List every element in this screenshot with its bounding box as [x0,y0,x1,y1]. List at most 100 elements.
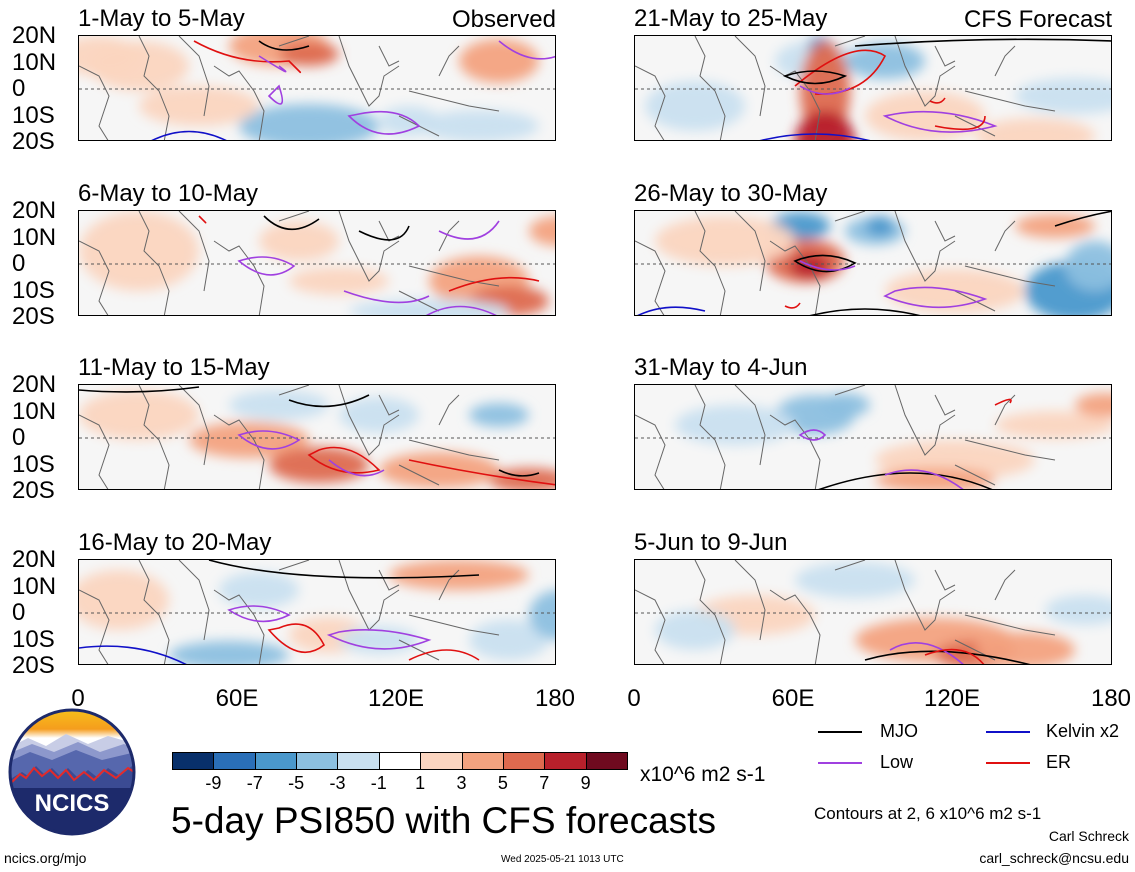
anomaly-region [339,397,419,433]
colorbar-label: 7 [539,773,550,793]
contour-line [237,256,296,276]
contour-line [258,40,310,51]
legend-label-er: ER [1046,752,1072,772]
colorbar-swatch [585,752,628,770]
colorbar-swatch [544,752,587,770]
anomaly-region [389,560,529,590]
contour-line [198,215,207,224]
anomaly-region [975,118,1095,140]
x-tick-label: 60E [215,685,259,712]
anomaly-region [419,110,539,140]
site-url: ncics.org/mjo [4,850,87,866]
anomaly-region [219,572,299,608]
colorbar-label: 1 [415,773,426,793]
chart-title: 5-day PSI850 with CFS forecasts [171,800,716,841]
y-tick-label: 0 [12,424,26,451]
map-panel [634,384,1112,490]
anomaly-region [279,42,339,66]
y-tick-label: 10S [12,450,55,478]
panel-title: 21-May to 25-May [634,5,828,32]
anomaly-region [975,632,1075,664]
anomaly-region [379,452,499,488]
map-panel [634,559,1112,665]
panel-title: 16-May to 20-May [78,529,272,556]
anomaly-region [469,403,529,427]
anomaly-region [655,610,735,650]
anomaly-region [79,390,199,440]
contour-line [799,260,856,271]
anomaly-region [489,468,555,489]
x-tick-label: 120E [923,685,981,712]
contour-line [408,649,480,661]
colorbar-swatch [337,752,380,770]
contour-line [782,70,848,85]
y-tick-label: 20S [12,477,55,504]
contour-line [994,398,1012,406]
contour-line [799,85,851,95]
y-tick-label: 20N [12,22,57,49]
panel-title: 31-May to 4-Jun [634,354,808,381]
legend-line-kelvin [986,731,1030,733]
y-tick-label: 0 [12,250,26,277]
colorbar-swatch [420,752,463,770]
panel-title: 26-May to 30-May [634,180,828,207]
contour-line [784,302,801,309]
colorbar-label: 3 [456,773,467,793]
contour-line [227,605,291,623]
contour-line [809,308,921,315]
y-tick-label: 10N [12,572,57,600]
y-tick-label: 10N [12,48,57,76]
y-tick-label: 10N [12,223,57,251]
contour-line [637,306,706,315]
anomaly-region [795,562,915,598]
anomaly-region [1045,595,1111,625]
map-panel [78,559,556,665]
y-tick-label: 10S [12,276,55,304]
map-svg [635,211,1111,315]
contour-line [358,225,410,241]
contour-line [267,84,284,105]
contour-line [889,642,964,664]
contour-line [884,469,964,489]
contour-line [193,40,302,74]
coastline [635,385,1056,489]
colorbar-swatch [378,752,422,770]
anomaly-region [79,570,169,630]
map-panel [78,384,556,490]
logo-text: NCICS [34,790,110,817]
coastline [79,385,500,489]
anomaly-region [79,36,139,76]
map-svg [79,211,555,315]
anomaly-region [1065,241,1111,291]
contour-line [79,645,187,664]
timestamp: Wed 2025-05-21 1013 UTC [501,854,624,865]
y-tick-label: 10S [12,101,55,129]
anomaly-region [259,221,339,261]
contour-line [883,286,988,309]
anomaly-region [229,390,329,420]
y-tick-label: 10N [12,397,57,425]
anomaly-region [675,405,795,445]
contour-line [793,254,857,273]
anomaly-region [469,620,549,660]
panel-tag: CFS Forecast [963,6,1112,33]
ncics-logo: NCICS [8,708,136,836]
contour-line [818,472,993,489]
anomaly-region [239,104,379,140]
contour-line [267,623,326,654]
colorbar-swatch [296,752,339,770]
contour-line [426,305,497,315]
colorbar-swatch [254,752,298,770]
colorbar-label: -5 [288,773,305,793]
anomaly-region [529,216,555,246]
contour-line [408,459,555,486]
contour-line [263,215,320,231]
panel-title: 6-May to 10-May [78,180,259,207]
contour-line [438,220,500,240]
anomaly-region [865,91,985,140]
y-tick-label: 20S [12,303,55,330]
anomaly-region [459,39,539,83]
panel-title: 1-May to 5-May [78,5,245,32]
contour-line [1054,211,1111,227]
contour-line [237,430,301,450]
